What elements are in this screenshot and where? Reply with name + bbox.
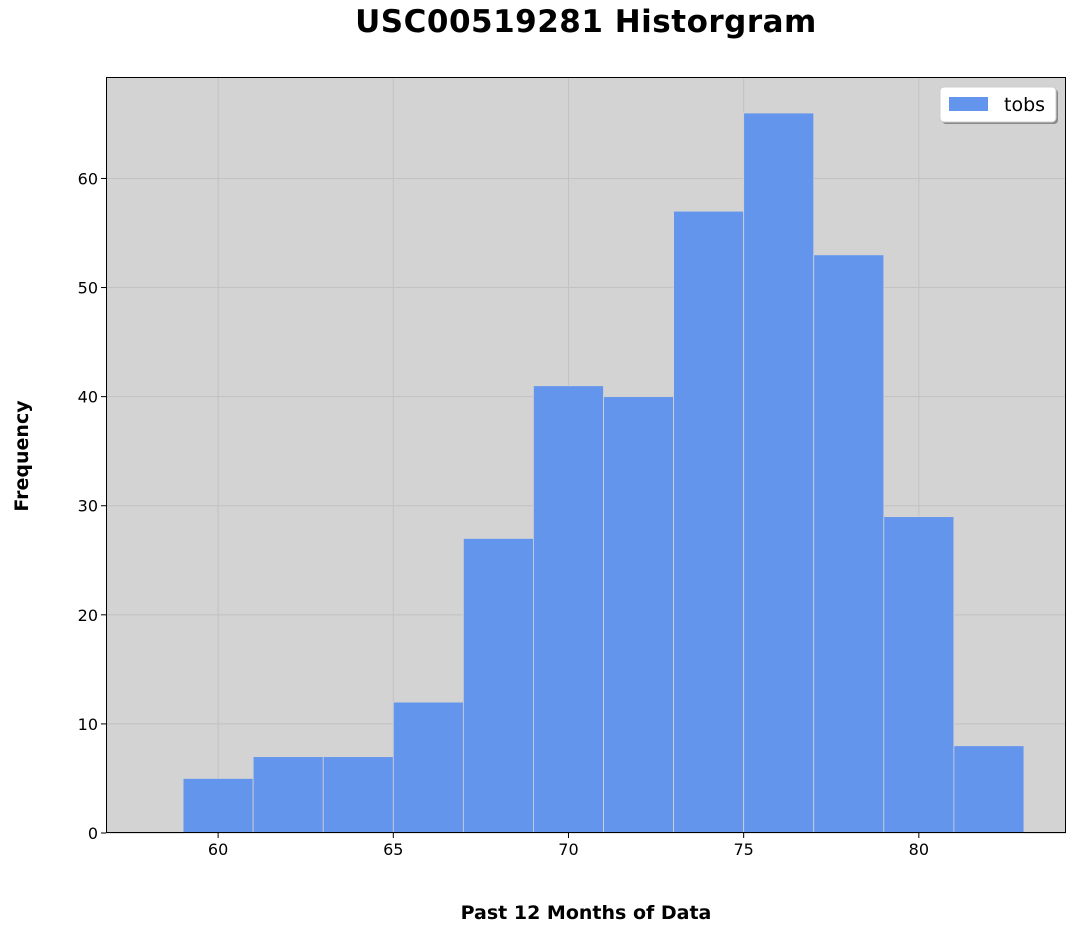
chart-title: USC00519281 Historgram <box>355 4 817 40</box>
histogram-bar <box>322 756 394 834</box>
legend-label-tobs: tobs <box>1004 94 1045 116</box>
y-tick-label: 30 <box>78 497 98 516</box>
histogram-bar <box>603 396 674 834</box>
histogram-bar <box>743 112 815 834</box>
histogram-bar <box>883 516 955 834</box>
histogram-bar <box>813 254 885 834</box>
y-tick-label: 60 <box>78 169 98 188</box>
histogram-bar <box>182 778 254 834</box>
histogram-bar <box>392 701 464 834</box>
legend: tobs <box>939 86 1058 124</box>
x-tick-label: 65 <box>383 840 403 859</box>
x-tick-label: 70 <box>558 840 578 859</box>
legend-swatch <box>949 97 988 111</box>
x-tick-label: 75 <box>733 840 753 859</box>
y-tick-label: 10 <box>78 715 98 734</box>
y-tick-label: 0 <box>88 824 98 843</box>
histogram-bar <box>953 745 1025 834</box>
x-axis-label: Past 12 Months of Data <box>460 902 712 924</box>
histogram-bar <box>673 210 745 834</box>
bars <box>182 112 1025 834</box>
y-axis-ticks: 0 10 20 30 40 50 60 <box>78 169 106 843</box>
histogram-bar <box>533 385 604 834</box>
plot-frame <box>106 77 1066 833</box>
y-tick-label: 50 <box>78 279 98 298</box>
y-tick-label: 40 <box>78 388 98 407</box>
x-tick-label: 60 <box>208 840 228 859</box>
y-tick-label: 20 <box>78 606 98 625</box>
x-axis-ticks: 60 65 70 75 80 <box>208 833 929 859</box>
x-tick-label: 80 <box>909 840 929 859</box>
histogram-bar <box>462 538 534 834</box>
histogram-bar <box>252 756 324 834</box>
legend-box <box>939 86 1057 123</box>
